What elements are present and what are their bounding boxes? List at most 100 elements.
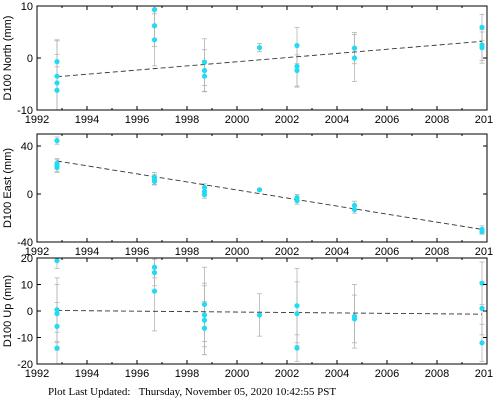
axes-frame-east: [36, 133, 488, 243]
data-point-north-5: [151, 23, 158, 29]
y-axis-label-up: D100 Up (mm): [2, 275, 14, 347]
data-point-north-14: [351, 45, 358, 51]
x-tick-label-north-8: 2008: [425, 114, 449, 126]
x-tick-label-up-1: 1994: [75, 368, 99, 380]
trend-line-east: [56, 160, 483, 230]
data-point-north-3: [54, 59, 60, 65]
data-point-up-9: [201, 312, 208, 318]
data-point-north-6: [151, 37, 158, 43]
x-tick-label-north-1: 1994: [75, 114, 99, 126]
data-point-east-16: [479, 229, 485, 235]
data-point-north-7: [201, 59, 208, 65]
y-tick-label-north-2: 10: [21, 1, 33, 13]
x-tick-label-east-7: 2006: [375, 246, 399, 258]
data-point-north-15: [351, 55, 358, 61]
x-tick-label-east-2: 1996: [125, 246, 149, 258]
x-tick-label-up-2: 1996: [125, 368, 149, 380]
x-tick-label-up-5: 2002: [275, 368, 299, 380]
y-tick-label-up-0: -20: [17, 359, 33, 371]
data-point-up-11: [201, 325, 208, 331]
data-point-north-12: [294, 63, 300, 69]
x-tick-label-north-7: 2006: [375, 114, 399, 126]
data-point-east-10: [256, 187, 263, 193]
data-point-north-13: [294, 67, 300, 74]
x-tick-label-up-4: 2000: [225, 368, 249, 380]
x-tick-label-east-6: 2004: [325, 246, 349, 258]
x-tick-label-up-8: 2008: [425, 368, 449, 380]
data-point-up-7: [151, 288, 158, 294]
data-point-up-4: [54, 345, 60, 351]
data-point-north-8: [201, 67, 208, 74]
data-point-up-13: [294, 303, 300, 309]
x-tick-label-north-6: 2004: [325, 114, 349, 126]
x-tick-label-east-4: 2000: [225, 246, 249, 258]
data-point-north-11: [294, 42, 300, 49]
y-tick-label-east-2: 40: [21, 141, 33, 153]
data-point-up-17: [351, 316, 358, 322]
data-point-north-4: [151, 7, 158, 13]
data-point-up-20: [479, 340, 485, 346]
data-point-north-1: [54, 80, 60, 86]
data-point-east-9: [201, 192, 208, 198]
x-tick-label-up-3: 1998: [175, 368, 199, 380]
data-point-up-15: [294, 345, 300, 351]
data-point-north-10: [256, 45, 263, 51]
x-tick-label-north-2: 1996: [125, 114, 149, 126]
y-tick-label-east-1: 0: [27, 189, 33, 201]
x-tick-label-east-1: 1994: [75, 246, 99, 258]
data-point-north-2: [54, 87, 60, 93]
panel-north: 1992 1994 1996 1998 2000 2002 2004 2006 2008 2010…: [2, 1, 493, 126]
x-tick-label-east-5: 2002: [275, 246, 299, 258]
data-point-east-14: [351, 207, 358, 213]
data-point-north-18: [479, 45, 485, 51]
data-point-east-6: [151, 178, 158, 184]
data-point-up-12: [256, 312, 263, 318]
data-point-east-13: [351, 202, 358, 208]
x-tick-label-north-3: 1998: [175, 114, 199, 126]
data-point-up-14: [294, 311, 300, 317]
data-point-up-3: [54, 323, 60, 329]
data-point-up-1: [54, 307, 60, 313]
y-axis-label-east: D100 East (mm): [2, 148, 14, 228]
plot-updated-footer: Plot Last Updated: Thursday, November 05…: [48, 386, 336, 398]
data-point-up-5: [151, 264, 158, 270]
y-tick-label-up-1: -10: [17, 333, 33, 345]
data-point-north-16: [479, 24, 485, 30]
data-point-east-0: [54, 138, 60, 144]
data-point-north-0: [54, 73, 60, 79]
data-point-up-10: [201, 317, 208, 323]
x-tick-label-up-0: 1992: [25, 368, 49, 380]
plot-area-east: [54, 136, 485, 235]
data-point-up-6: [151, 269, 158, 276]
trend-line-north: [56, 40, 483, 78]
x-tick-label-north-0: 1992: [25, 114, 49, 126]
y-tick-label-up-3: 10: [21, 280, 33, 292]
y-tick-label-east-0: -40: [17, 237, 33, 249]
y-tick-label-north-0: -10: [17, 105, 33, 117]
footer-timestamp: Thursday, November 05, 2020 10:42:55 PST: [138, 386, 337, 398]
footer-label: Plot Last Updated:: [48, 386, 131, 398]
x-tick-label-east-8: 2008: [425, 246, 449, 258]
data-point-up-8: [201, 301, 208, 307]
data-point-north-9: [201, 73, 208, 79]
data-point-up-2: [54, 311, 60, 317]
plot-area-up: [54, 258, 485, 364]
y-tick-label-up-2: 0: [27, 306, 33, 318]
x-tick-label-east-0: 1992: [25, 246, 49, 258]
panel-up: 1992199419961998200020022004200620082010…: [2, 253, 493, 380]
x-tick-label-east-3: 1998: [175, 246, 199, 258]
axes-frame-north: [36, 5, 488, 111]
x-tick-label-up-7: 2006: [375, 368, 399, 380]
y-axis-label-north: D100 North (mm): [2, 16, 14, 101]
x-tick-label-north-5: 2002: [275, 114, 299, 126]
y-tick-label-north-1: 0: [27, 53, 33, 65]
y-tick-label-up-4: 20: [21, 253, 33, 265]
data-point-up-19: [479, 305, 485, 311]
data-point-east-7: [201, 184, 208, 190]
data-point-up-0: [54, 258, 60, 264]
trend-line-up: [56, 310, 483, 315]
x-tick-label-north-4: 2000: [225, 114, 249, 126]
axes-frame-up: [36, 257, 488, 365]
